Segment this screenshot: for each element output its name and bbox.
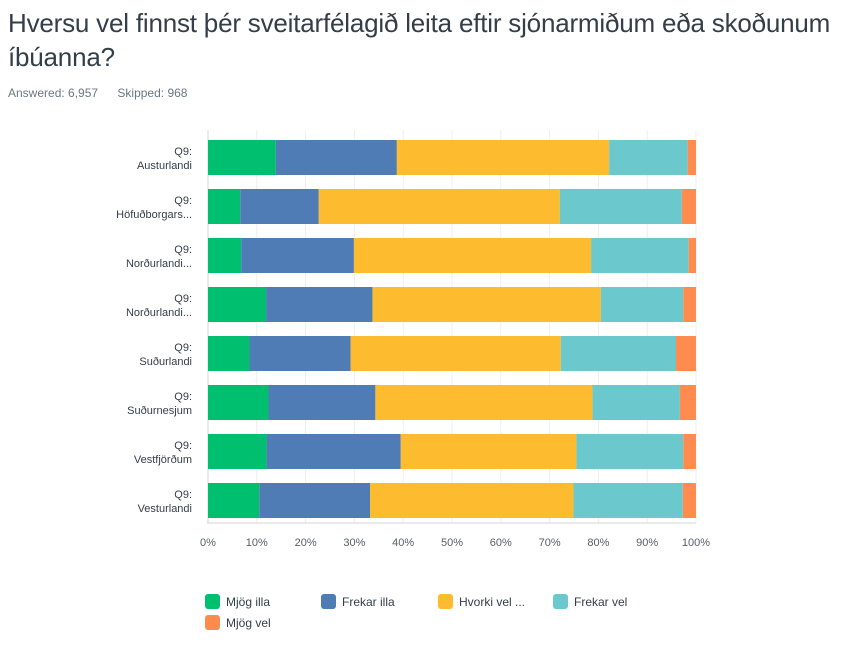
legend-item[interactable]: Hvorki vel ... [438, 594, 525, 609]
bar-segment [675, 336, 696, 371]
bar-segment [208, 483, 260, 518]
answered-count: Answered: 6,957 [8, 86, 99, 100]
bar-segment [259, 483, 371, 518]
bar-segment [241, 238, 354, 273]
skipped-count: Skipped: 968 [117, 86, 188, 100]
category-label: Q9: [174, 244, 192, 256]
bar-segment [208, 385, 269, 420]
category-label: Norðurlandi... [126, 258, 192, 270]
bar-segment [372, 287, 601, 322]
category-label: Q9: [174, 293, 192, 305]
category-label: Suðurlandi [139, 356, 192, 368]
x-tick-label: 80% [587, 537, 609, 549]
legend-item[interactable]: Mjög vel [205, 615, 271, 630]
question-title: Hversu vel finnst þér sveitarfélagið lei… [8, 8, 831, 72]
bar-segment [688, 238, 696, 273]
x-tick-label: 60% [490, 537, 512, 549]
legend-item[interactable]: Frekar vel [553, 594, 627, 609]
response-stats: Answered: 6,957 Skipped: 968 [8, 86, 203, 100]
bar-segment [208, 287, 267, 322]
bar-segment [353, 238, 592, 273]
x-tick-label: 90% [636, 537, 658, 549]
bar-segment [681, 189, 696, 224]
legend-swatch [438, 594, 453, 609]
bar-segment [683, 287, 696, 322]
x-tick-label: 40% [392, 537, 414, 549]
category-label: Austurlandi [137, 160, 192, 172]
bar-segment [350, 336, 561, 371]
legend-label: Hvorki vel ... [459, 594, 526, 609]
bar-segment [208, 336, 250, 371]
x-tick-label: 10% [246, 537, 268, 549]
bar-segment [208, 238, 242, 273]
legend-swatch [321, 594, 336, 609]
category-label: Q9: [174, 195, 192, 207]
category-label: Suðurnesjum [127, 405, 192, 417]
stacked-bar-chart: 0% 10% 20% 30% 40% 50% 60% 70% 80% 90% 100% Q9: Aust… [116, 130, 710, 549]
category-label: Q9: [174, 146, 192, 158]
bar-segment [266, 287, 373, 322]
bar-segment [318, 189, 560, 224]
bar-segment [249, 336, 351, 371]
category-label: Vestfjörðum [134, 454, 192, 466]
x-tick-label: 70% [539, 537, 561, 549]
legend-item[interactable]: Frekar illa [321, 594, 395, 609]
legend-label: Mjög illa [226, 594, 271, 609]
legend-swatch [553, 594, 568, 609]
bar-segment [609, 140, 688, 175]
x-tick-label: 50% [441, 537, 463, 549]
bar-segment [687, 140, 696, 175]
category-label: Q9: [174, 440, 192, 452]
legend-label: Frekar vel [574, 594, 628, 609]
bar-segment [576, 434, 684, 469]
bar-segment [682, 483, 696, 518]
legend-label: Frekar illa [342, 594, 395, 609]
bar-segment [396, 140, 610, 175]
bar-segment [208, 189, 241, 224]
bar-segment [275, 140, 397, 175]
legend-item[interactable]: Mjög illa [205, 594, 270, 609]
category-label: Q9: [174, 342, 192, 354]
bar-segment [573, 483, 683, 518]
bar-segment [560, 336, 676, 371]
category-label: Norðurlandi... [126, 307, 192, 319]
category-label: Vesturlandi [138, 503, 192, 515]
bar-segment [208, 140, 276, 175]
bar-segment [266, 434, 401, 469]
legend-label: Mjög vel [226, 615, 271, 630]
category-label: Höfuðborgars... [116, 209, 192, 221]
bar-segment [683, 434, 696, 469]
x-tick-label: 100% [682, 537, 710, 549]
bar-segment [400, 434, 577, 469]
bar-segment [559, 189, 682, 224]
bar-segment [591, 238, 689, 273]
bar-segment [600, 287, 684, 322]
bar-segment [208, 434, 267, 469]
bar-segment [679, 385, 696, 420]
category-label: Q9: [174, 391, 192, 403]
bar-segment [375, 385, 593, 420]
legend-swatch [205, 615, 220, 630]
legend-swatch [205, 594, 220, 609]
x-tick-label: 0% [200, 537, 216, 549]
bar-segment [370, 483, 574, 518]
bar-segment [592, 385, 680, 420]
x-tick-label: 20% [295, 537, 317, 549]
bar-segment [268, 385, 376, 420]
x-tick-label: 30% [343, 537, 365, 549]
category-label: Q9: [174, 489, 192, 501]
bar-segment [240, 189, 319, 224]
